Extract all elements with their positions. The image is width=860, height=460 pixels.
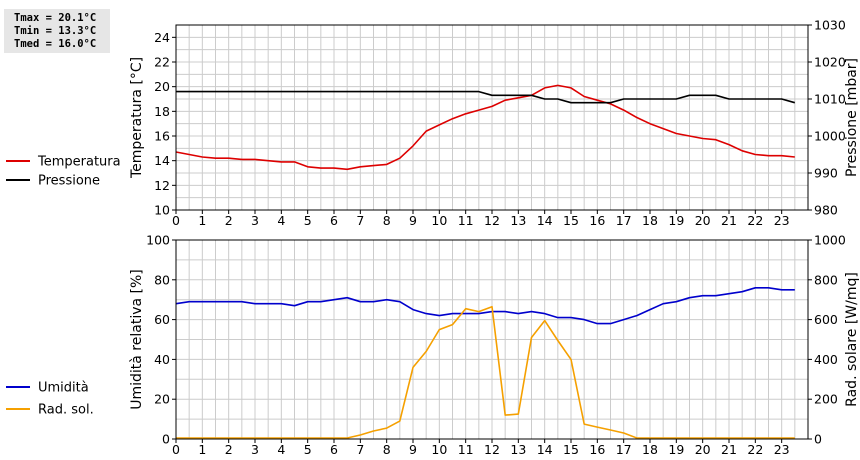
x-tick-label: 8 — [383, 442, 391, 457]
y-tick-label-left: 40 — [154, 352, 170, 367]
x-tick-label: 1 — [198, 442, 206, 457]
x-tick-label: 4 — [277, 213, 285, 228]
series-line-rad-sol — [176, 305, 795, 439]
grid — [176, 240, 808, 439]
y-tick-label-left: 14 — [154, 153, 170, 168]
x-tick-label: 23 — [774, 213, 790, 228]
x-tick-label: 18 — [642, 442, 658, 457]
y-tick-label-right: 1000 — [814, 233, 846, 248]
y-tick-label-right: 990 — [814, 166, 838, 181]
x-tick-label: 0 — [172, 442, 180, 457]
x-tick-label: 23 — [774, 442, 790, 457]
x-tick-label: 18 — [642, 213, 658, 228]
x-tick-label: 13 — [510, 442, 526, 457]
x-tick-label: 16 — [589, 213, 605, 228]
x-tick-label: 20 — [695, 213, 711, 228]
x-tick-label: 17 — [616, 442, 632, 457]
y-tick-label-right: 200 — [814, 392, 838, 407]
legend-label: Pressione — [38, 174, 100, 189]
y-tick-label-right: 1020 — [814, 55, 846, 70]
y-tick-label-right: 800 — [814, 272, 838, 287]
y-tick-label-right: 1000 — [814, 129, 846, 144]
y-tick-label-left: 18 — [154, 104, 170, 119]
x-tick-label: 9 — [409, 213, 417, 228]
y-tick-label-left: 12 — [154, 178, 170, 193]
x-tick-label: 8 — [383, 213, 391, 228]
x-tick-label: 6 — [330, 213, 338, 228]
x-tick-label: 15 — [563, 442, 579, 457]
x-tick-label: 11 — [458, 442, 474, 457]
y-tick-label-left: 20 — [154, 392, 170, 407]
y-tick-label-left: 80 — [154, 272, 170, 287]
y-axis-label-left: Umidità relativa [%] — [129, 269, 145, 410]
y-axis-label-left: Temperatura [°C] — [129, 57, 145, 179]
y-tick-label-right: 600 — [814, 312, 838, 327]
x-tick-label: 11 — [458, 213, 474, 228]
legend-item: Umidità — [6, 381, 89, 396]
x-tick-label: 7 — [356, 213, 364, 228]
x-tick-label: 2 — [225, 442, 233, 457]
y-tick-label-right: 980 — [814, 203, 838, 218]
tmed-label: Tmed = 16.0°C — [14, 38, 97, 50]
legend-item: Rad. sol. — [6, 403, 94, 418]
y-tick-label-left: 20 — [154, 79, 170, 94]
y-tick-label-right: 400 — [814, 352, 838, 367]
x-tick-label: 15 — [563, 213, 579, 228]
y-tick-label-left: 10 — [154, 203, 170, 218]
x-tick-label: 12 — [484, 213, 500, 228]
x-tick-label: 17 — [616, 213, 632, 228]
x-tick-label: 12 — [484, 442, 500, 457]
x-tick-label: 20 — [695, 442, 711, 457]
y-tick-label-left: 22 — [154, 55, 170, 70]
x-tick-label: 14 — [537, 442, 553, 457]
y-tick-label-right: 0 — [814, 432, 822, 447]
temperature-pressure-chart: 0 1 2 3 4 5 6 7 8 9 10 11 12 13 14 15 16 17 18 19 20 21 22 2310… — [6, 18, 860, 228]
x-tick-label: 22 — [747, 442, 763, 457]
x-tick-label: 9 — [409, 442, 417, 457]
x-tick-label: 21 — [721, 213, 737, 228]
x-tick-label: 7 — [356, 442, 364, 457]
y-axis-label-right: Pressione [mbar] — [844, 58, 860, 177]
y-tick-label-left: 60 — [154, 312, 170, 327]
legend-label: Temperatura — [37, 155, 121, 170]
y-tick-label-left: 16 — [154, 129, 170, 144]
x-tick-label: 0 — [172, 213, 180, 228]
x-tick-label: 5 — [304, 442, 312, 457]
grid — [176, 25, 808, 210]
y-tick-label-right: 1010 — [814, 92, 846, 107]
x-tick-label: 10 — [431, 442, 447, 457]
y-tick-label-left: 0 — [162, 432, 170, 447]
x-tick-label: 2 — [225, 213, 233, 228]
x-tick-label: 10 — [431, 213, 447, 228]
tmin-label: Tmin = 13.3°C — [14, 25, 97, 37]
series-line-umidit — [175, 286, 795, 325]
y-tick-label-right: 1030 — [814, 18, 846, 33]
humidity-solar-chart: 0 1 2 3 4 5 6 7 8 9 10 11 12 13 14 15 16 17 18 19 20 21 22 2302… — [6, 233, 860, 457]
x-tick-label: 5 — [304, 213, 312, 228]
x-tick-label: 13 — [510, 213, 526, 228]
legend-item: Temperatura — [6, 155, 121, 170]
series-line-temperatura — [175, 84, 795, 171]
x-tick-label: 3 — [251, 442, 259, 457]
y-tick-label-left: 100 — [146, 233, 170, 248]
x-tick-label: 3 — [251, 213, 259, 228]
legend-label: Rad. sol. — [38, 403, 94, 418]
x-tick-label: 4 — [277, 442, 285, 457]
x-tick-label: 19 — [668, 213, 684, 228]
x-tick-label: 16 — [589, 442, 605, 457]
x-tick-label: 1 — [198, 213, 206, 228]
x-tick-label: 21 — [721, 442, 737, 457]
x-tick-label: 6 — [330, 442, 338, 457]
y-tick-label-left: 24 — [154, 30, 170, 45]
y-axis-label-right: Rad. solare [W/mq] — [844, 272, 860, 407]
x-tick-label: 19 — [668, 442, 684, 457]
legend-item: Pressione — [6, 174, 100, 189]
series-line-pressione — [176, 90, 796, 104]
legend-label: Umidità — [38, 381, 89, 396]
tmax-label: Tmax = 20.1°C — [14, 12, 97, 24]
stats-box: Tmax = 20.1°C Tmin = 13.3°C Tmed = 16.0°… — [4, 9, 110, 53]
x-tick-label: 22 — [747, 213, 763, 228]
x-tick-label: 14 — [537, 213, 553, 228]
